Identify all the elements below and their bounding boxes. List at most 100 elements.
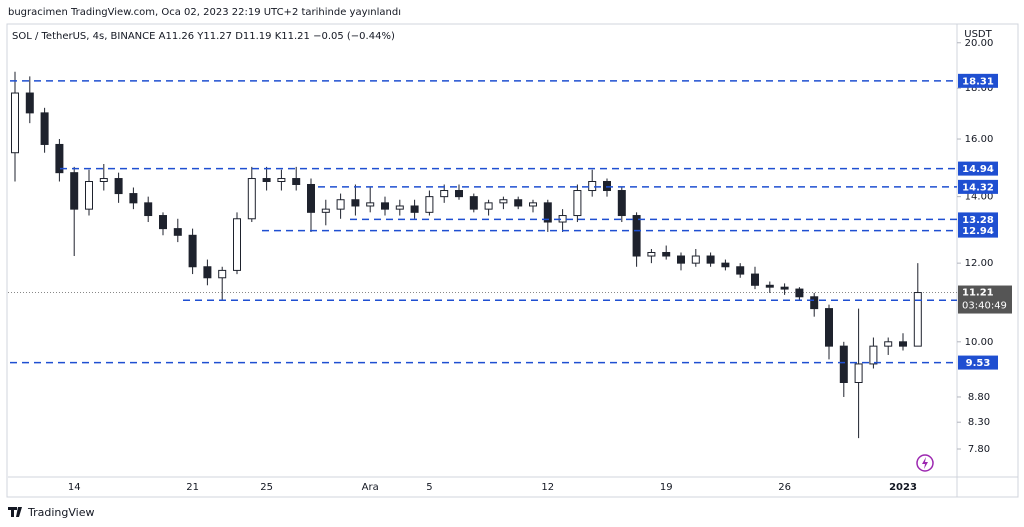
candle-body	[129, 193, 138, 204]
level-label: 12.94	[962, 226, 994, 237]
y-tick-label: 8.30	[968, 417, 990, 428]
x-tick-label: 26	[778, 482, 791, 493]
candle-body	[262, 178, 271, 182]
candle-body	[469, 196, 478, 210]
candle-body	[514, 199, 523, 207]
candle-body	[144, 202, 153, 217]
candle-body	[884, 341, 893, 347]
candle-body	[647, 251, 656, 257]
candle-body	[11, 92, 19, 154]
candle-body	[543, 202, 552, 223]
candle-body	[366, 202, 375, 207]
candle-body	[499, 199, 508, 204]
level-label-box	[958, 179, 998, 194]
level-label: 14.94	[962, 164, 994, 175]
level-label-box	[958, 161, 998, 176]
candle-body	[632, 215, 641, 257]
candle-body	[40, 112, 49, 145]
candle-body	[795, 288, 804, 298]
level-label-box	[958, 223, 998, 238]
symbol-legend: SOL / TetherUS, 4s, BINANCE A11.26 Y11.2…	[12, 31, 395, 42]
level-label-box	[958, 73, 998, 88]
frame	[6, 23, 1019, 498]
candle-body	[247, 178, 256, 220]
candle-body	[440, 190, 449, 198]
x-tick-label: 12	[541, 482, 554, 493]
x-tick-label: 25	[260, 482, 273, 493]
candle-body	[307, 183, 315, 213]
y-tick-label: 10.00	[965, 337, 994, 348]
candle-body	[529, 202, 537, 207]
last-price-box	[958, 285, 1012, 314]
candle-body	[203, 266, 212, 279]
candle-body	[292, 178, 301, 185]
candle-body	[484, 202, 493, 210]
candle-body	[839, 345, 848, 383]
candle-body	[188, 234, 197, 268]
candle-body	[321, 208, 330, 213]
candle-body	[410, 205, 419, 213]
candle-body	[765, 284, 774, 288]
candle-body	[662, 251, 671, 257]
candle-body	[677, 255, 685, 264]
candle-body	[70, 172, 79, 210]
candle-body	[751, 273, 759, 286]
candle-body	[99, 178, 108, 182]
candle-body	[691, 255, 700, 264]
last-price-label: 11.21	[962, 288, 994, 299]
candle-body	[603, 180, 611, 192]
y-tick-label: 8.80	[968, 392, 990, 403]
candle-body	[617, 190, 626, 217]
y-tick-label: 7.80	[968, 444, 990, 455]
level-label: 18.31	[962, 76, 994, 87]
candle-body	[25, 92, 34, 114]
candle-body	[85, 180, 93, 210]
x-tick-label: 5	[426, 482, 432, 493]
y-tick-label: 12.00	[965, 258, 994, 269]
candle-body	[159, 215, 167, 230]
x-tick-label: 14	[68, 482, 81, 493]
level-label: 14.32	[962, 182, 994, 193]
y-tick-label: 16.00	[965, 134, 994, 145]
y-tick-label: 20.00	[965, 38, 994, 49]
candle-body	[854, 363, 863, 383]
candle-body	[721, 262, 730, 268]
candle-body	[780, 286, 789, 290]
publish-note: bugracimen TradingView.com, Oca 02, 2023…	[8, 7, 401, 18]
candle-body	[114, 178, 123, 195]
candle-body	[351, 199, 360, 207]
x-tick-label: 21	[186, 482, 199, 493]
candle-body	[233, 218, 241, 271]
candle-body	[869, 345, 878, 365]
x-tick-label: 19	[660, 482, 673, 493]
candle-body	[588, 180, 597, 192]
y-axis-label: USDT	[964, 29, 992, 40]
level-label-box	[958, 355, 998, 370]
candle-body	[277, 178, 286, 182]
candle-body	[455, 190, 463, 198]
candle-body	[810, 296, 819, 310]
y-tick-label: 18.00	[965, 83, 994, 94]
candle-body	[336, 199, 345, 210]
level-label: 13.28	[962, 215, 994, 226]
candle-body	[218, 269, 227, 279]
candle-body	[55, 143, 64, 174]
x-tick-label: Ara	[362, 482, 379, 493]
candle-body	[381, 202, 389, 210]
x-tick-label: 2023	[889, 482, 917, 493]
candle-body	[706, 255, 715, 264]
level-label-box	[958, 212, 998, 227]
y-tick-label: 14.00	[965, 192, 994, 203]
candle-body	[173, 228, 182, 236]
logo	[8, 507, 22, 517]
level-label: 9.53	[966, 358, 991, 369]
candle-body	[913, 292, 922, 347]
candle-body	[736, 266, 745, 275]
alert-icon[interactable]	[916, 454, 934, 472]
candle-body	[825, 308, 833, 347]
candle-body	[395, 205, 404, 210]
candle-body	[899, 341, 907, 347]
footer-brand: TradingView	[27, 506, 94, 519]
candle-body	[573, 190, 582, 217]
